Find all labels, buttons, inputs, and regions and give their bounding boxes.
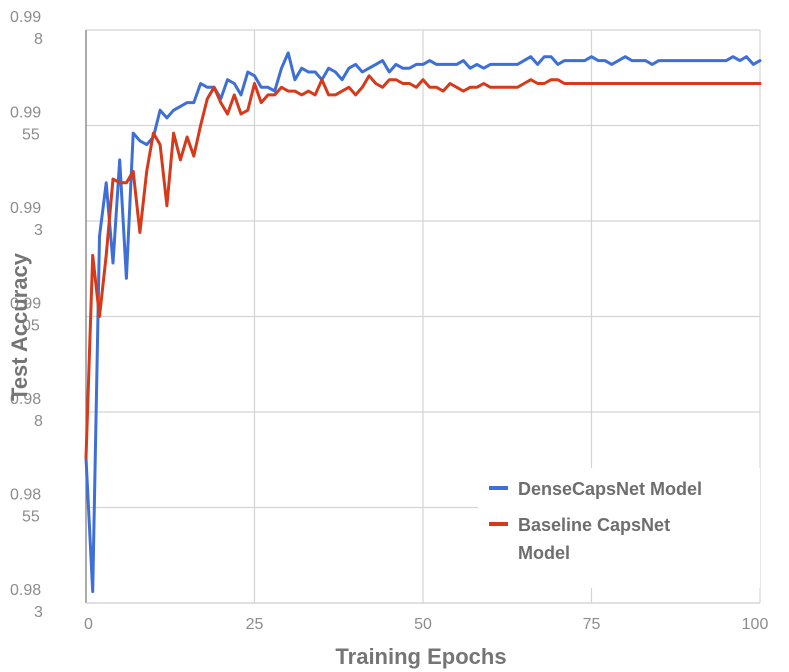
axes — [85, 30, 760, 604]
y-tick-label-part: 0.98 — [10, 391, 41, 408]
y-tick-label-part: 55 — [22, 127, 40, 144]
y-tick-label: 0.99 3 — [10, 200, 43, 239]
x-tick-label: 25 — [246, 616, 264, 633]
y-tick-label-part: 8 — [34, 413, 43, 430]
series-line-baseline-capsnet — [84, 74, 762, 460]
y-tick-label: 0.99 8 — [10, 9, 43, 48]
y-tick-label: 0.99 05 — [10, 296, 41, 335]
series-lines — [84, 51, 762, 593]
y-tick-label-part: 05 — [22, 318, 40, 335]
legend-label: DenseCapsNet Model — [518, 479, 702, 499]
legend: DenseCapsNet Model Baseline CapsNet Model — [478, 468, 760, 588]
y-axis-title: Test Accuracy — [7, 252, 32, 401]
y-tick-label-part: 8 — [34, 31, 43, 48]
legend-label-line: DenseCapsNet Model — [518, 479, 702, 499]
y-tick-label-part: 0.99 — [10, 105, 41, 122]
legend-label-line: Model — [518, 543, 570, 563]
x-tick-label: 0 — [84, 616, 93, 633]
y-tick-label-part: 0.99 — [10, 200, 41, 217]
x-axis-title: Training Epochs — [335, 644, 506, 669]
y-tick-label-part: 3 — [34, 222, 43, 239]
legend-label: Baseline CapsNet Model — [518, 515, 670, 563]
y-tick-label: 0.98 8 — [10, 391, 43, 430]
x-tick-label: 100 — [742, 616, 769, 633]
y-tick-label-part: 0.99 — [10, 296, 41, 313]
y-tick-label: 0.98 55 — [10, 487, 41, 526]
legend-label-line: Baseline CapsNet — [518, 515, 670, 535]
y-tick-label-part: 0.99 — [10, 9, 41, 26]
y-tick-label-part: 3 — [34, 604, 43, 621]
x-tick-label: 75 — [583, 616, 601, 633]
x-tick-label: 50 — [414, 616, 432, 633]
y-tick-label-part: 0.98 — [10, 487, 41, 504]
y-tick-label-part: 0.98 — [10, 582, 41, 599]
legend-background — [478, 468, 760, 588]
y-tick-label: 0.99 55 — [10, 105, 41, 144]
y-tick-label: 0.98 3 — [10, 582, 43, 621]
y-tick-label-part: 55 — [22, 509, 40, 526]
series-line-densecapsnet — [84, 51, 762, 593]
tick-labels: 0.99 8 0.99 55 0.99 3 0.99 05 0.98 8 0.98 55 0.98 3 0 2… — [10, 9, 768, 633]
